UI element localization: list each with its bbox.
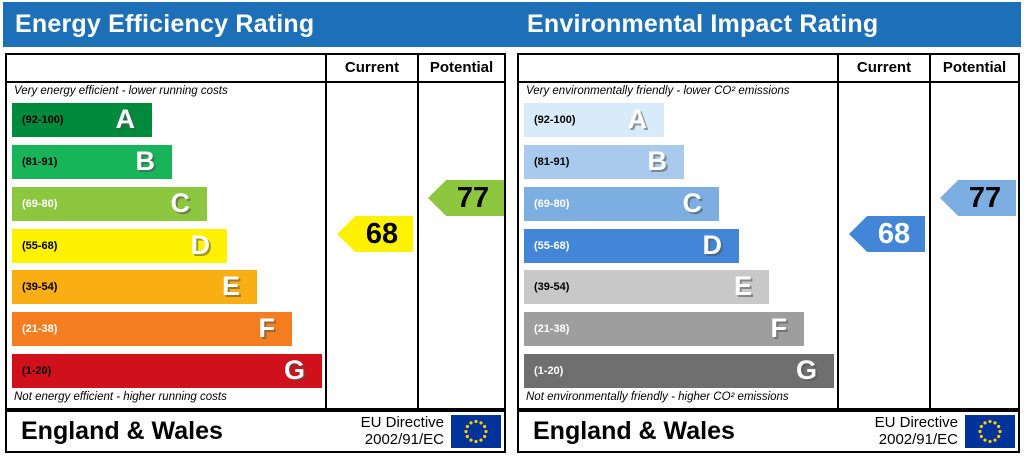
eu-flag-icon [965, 415, 1015, 448]
potential-rating-arrow: 77 [428, 180, 504, 216]
title-bar: Energy Efficiency Rating Environmental I… [3, 2, 1021, 47]
band-range-label: (21-38) [534, 323, 570, 335]
page-title-energy-efficiency: Energy Efficiency Rating [15, 10, 315, 38]
band-range-label: (1-20) [534, 365, 564, 377]
bottom-note: Not energy efficient - higher running co… [14, 391, 227, 403]
eu-flag-icon [451, 415, 501, 448]
current-column-header: Current [856, 59, 912, 76]
page-title-environmental-impact: Environmental Impact Rating [527, 10, 879, 38]
rating-band-g: (1-20) G [524, 354, 834, 388]
energy-efficiency-panel: Current Potential Very energy efficient … [5, 0, 506, 457]
band-letter: C [682, 188, 703, 218]
header-divider [7, 81, 504, 83]
band-range-label: (81-91) [534, 156, 570, 168]
eu-directive-line2: 2002/91/EC [364, 430, 444, 448]
column-divider [929, 55, 931, 408]
band-letter: D [190, 230, 211, 260]
band-letter: B [135, 146, 156, 176]
column-divider [417, 55, 419, 408]
band-letter: E [733, 271, 752, 301]
potential-rating-arrow: 77 [940, 180, 1016, 216]
bottom-note: Not environmentally friendly - higher CO… [526, 391, 789, 403]
band-range-label: (55-68) [534, 240, 570, 252]
region-label: England & Wales [21, 417, 223, 445]
rating-band-e: (39-54) E [12, 270, 257, 304]
potential-column-header: Potential [942, 59, 1007, 76]
rating-band-e: (39-54) E [524, 270, 769, 304]
rating-band-f: (21-38) F [524, 312, 804, 346]
band-range-label: (39-54) [534, 281, 570, 293]
current-rating-arrow: 68 [337, 216, 413, 252]
band-range-label: (92-100) [22, 114, 64, 126]
rating-band-d: (55-68) D [524, 229, 739, 263]
potential-column-header: Potential [429, 59, 494, 76]
top-note: Very energy efficient - lower running co… [14, 85, 228, 97]
eu-directive-line2: 2002/91/EC [878, 430, 958, 448]
rating-band-a: (92-100) A [524, 103, 664, 137]
header-divider [519, 81, 1018, 83]
band-letter: A [115, 104, 136, 134]
rating-band-b: (81-91) B [12, 145, 172, 179]
eu-directive-label: EU Directive 2002/91/EC [360, 414, 444, 448]
eu-directive-line1: EU Directive [360, 414, 444, 431]
band-range-label: (92-100) [534, 114, 576, 126]
band-range-label: (81-91) [22, 156, 58, 168]
rating-band-b: (81-91) B [524, 145, 684, 179]
rating-band-f: (21-38) F [12, 312, 292, 346]
energy-rating-table: Current Potential Very energy efficient … [5, 53, 506, 410]
rating-band-a: (92-100) A [12, 103, 152, 137]
band-letter: A [627, 104, 648, 134]
band-range-label: (69-80) [534, 198, 570, 210]
band-range-label: (39-54) [22, 281, 58, 293]
environmental-impact-panel: Current Potential Very environmentally f… [517, 0, 1020, 457]
band-letter: F [770, 313, 788, 343]
eu-directive-line1: EU Directive [874, 414, 958, 431]
band-letter: G [795, 355, 817, 385]
band-letter: G [283, 355, 305, 385]
top-note: Very environmentally friendly - lower CO… [526, 85, 790, 97]
rating-band-c: (69-80) C [524, 187, 719, 221]
band-letter: F [258, 313, 276, 343]
band-range-label: (21-38) [22, 323, 58, 335]
rating-bands: (92-100) A (81-91) B (69-80) C (55-68) D (39-54)… [7, 55, 504, 408]
band-letter: D [702, 230, 723, 260]
eu-directive-label: EU Directive 2002/91/EC [874, 414, 958, 448]
band-letter: E [221, 271, 240, 301]
current-rating-arrow: 68 [849, 216, 925, 252]
band-range-label: (1-20) [22, 365, 52, 377]
rating-band-c: (69-80) C [12, 187, 207, 221]
band-letter: C [170, 188, 191, 218]
column-divider [325, 55, 327, 408]
rating-bands: (92-100) A (81-91) B (69-80) C (55-68) D (39-54)… [519, 55, 1018, 408]
environmental-rating-table: Current Potential Very environmentally f… [517, 53, 1020, 410]
band-range-label: (55-68) [22, 240, 58, 252]
column-divider [837, 55, 839, 408]
footer: England & Wales EU Directive 2002/91/EC [517, 410, 1020, 453]
footer: England & Wales EU Directive 2002/91/EC [5, 410, 506, 453]
band-range-label: (69-80) [22, 198, 58, 210]
band-letter: B [647, 146, 668, 176]
rating-band-d: (55-68) D [12, 229, 227, 263]
current-column-header: Current [344, 59, 400, 76]
region-label: England & Wales [533, 417, 735, 445]
rating-band-g: (1-20) G [12, 354, 322, 388]
